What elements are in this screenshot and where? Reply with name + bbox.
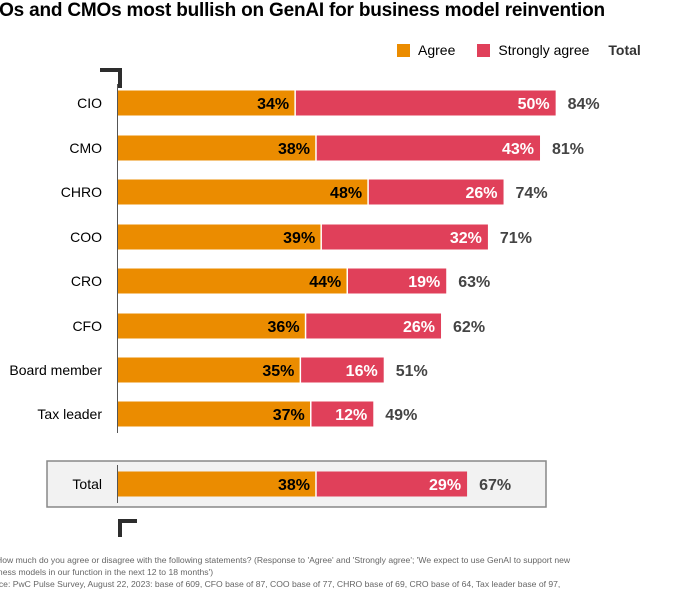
total-label-board-member: 51% [396, 363, 428, 380]
data-label-strongly-agree-tax-leader: 12% [335, 407, 367, 424]
data-label-agree-chro: 48% [330, 185, 362, 202]
bar-agree-cfo [118, 313, 306, 339]
chart-title: IOs and CMOs most bullish on GenAI for b… [0, 0, 605, 21]
footnote-line-1: How much do you agree or disagree with t… [0, 555, 571, 565]
bar-agree-tax-leader [118, 401, 311, 427]
total-label-coo: 71% [500, 230, 532, 247]
bar-agree-board-member [118, 357, 301, 383]
total-label-total: 67% [479, 477, 511, 494]
legend-label-total: Total [608, 42, 641, 58]
legend-item-agree: Agree [397, 42, 455, 58]
bar-agree-chro [118, 179, 369, 205]
category-label-tax-leader: Tax leader [37, 406, 102, 422]
bar-agree-cmo [118, 135, 316, 161]
legend-item-strongly-agree: Strongly agree [477, 42, 589, 58]
legend-swatch-strongly-agree [477, 43, 491, 57]
data-label-agree-board-member: 35% [262, 363, 294, 380]
corner-mark-bottom [118, 519, 137, 537]
category-label-cfo: CFO [72, 318, 102, 334]
bar-agree-total [118, 471, 316, 497]
bar-strongly-agree-board-member [300, 357, 384, 383]
legend-label-agree: Agree [418, 42, 456, 58]
footnote-line-2: iness models in our function in the next… [0, 567, 214, 577]
data-label-strongly-agree-total: 29% [429, 477, 461, 494]
data-label-agree-cfo: 36% [268, 319, 300, 336]
category-label-cmo: CMO [69, 140, 102, 156]
bar-strongly-agree-cro [347, 268, 447, 294]
bar-strongly-agree-cmo [315, 135, 541, 161]
data-label-strongly-agree-cio: 50% [518, 96, 550, 113]
category-label-chro: CHRO [61, 184, 102, 200]
data-label-strongly-agree-board-member: 16% [346, 363, 378, 380]
stacked-bar-chart: CIO 34% 50% 84% CMO 38% 43% 81% CHRO 48% 26% 74% COO… [9, 68, 600, 537]
bar-strongly-agree-tax-leader [310, 401, 374, 427]
bar-agree-cro [118, 268, 348, 294]
footnote-line-3: rce: PwC Pulse Survey, August 22, 2023: … [0, 579, 561, 589]
bar-strongly-agree-total [315, 471, 468, 497]
category-label-total: Total [72, 476, 102, 492]
footnote: How much do you agree or disagree with t… [0, 554, 682, 590]
bar-strongly-agree-chro [368, 179, 504, 205]
data-label-strongly-agree-cfo: 26% [403, 319, 435, 336]
total-label-cio: 84% [568, 96, 600, 113]
category-label-coo: COO [70, 229, 102, 245]
bar-strongly-agree-cio [295, 90, 556, 116]
data-label-strongly-agree-chro: 26% [466, 185, 498, 202]
data-label-strongly-agree-cmo: 43% [502, 141, 534, 158]
bar-strongly-agree-cfo [305, 313, 442, 339]
total-label-tax-leader: 49% [385, 407, 417, 424]
data-label-agree-cio: 34% [257, 96, 289, 113]
data-label-agree-coo: 39% [283, 230, 315, 247]
total-label-cfo: 62% [453, 319, 485, 336]
legend: Agree Strongly agree Total [397, 42, 641, 58]
total-label-chro: 74% [516, 185, 548, 202]
total-label-cmo: 81% [552, 141, 584, 158]
category-label-cro: CRO [71, 273, 102, 289]
bar-agree-coo [118, 224, 322, 250]
bar-agree-cio [118, 90, 296, 116]
data-label-strongly-agree-cro: 19% [408, 274, 440, 291]
corner-mark-top [100, 68, 122, 88]
category-label-board-member: Board member [9, 362, 102, 378]
data-label-agree-tax-leader: 37% [273, 407, 305, 424]
data-label-agree-cro: 44% [309, 274, 341, 291]
data-label-agree-cmo: 38% [278, 141, 310, 158]
bar-strongly-agree-coo [321, 224, 488, 250]
total-label-cro: 63% [458, 274, 490, 291]
legend-swatch-agree [397, 43, 410, 57]
legend-label-strongly-agree: Strongly agree [498, 42, 590, 58]
data-label-strongly-agree-coo: 32% [450, 230, 482, 247]
category-label-cio: CIO [77, 95, 102, 111]
data-label-agree-total: 38% [278, 477, 310, 494]
